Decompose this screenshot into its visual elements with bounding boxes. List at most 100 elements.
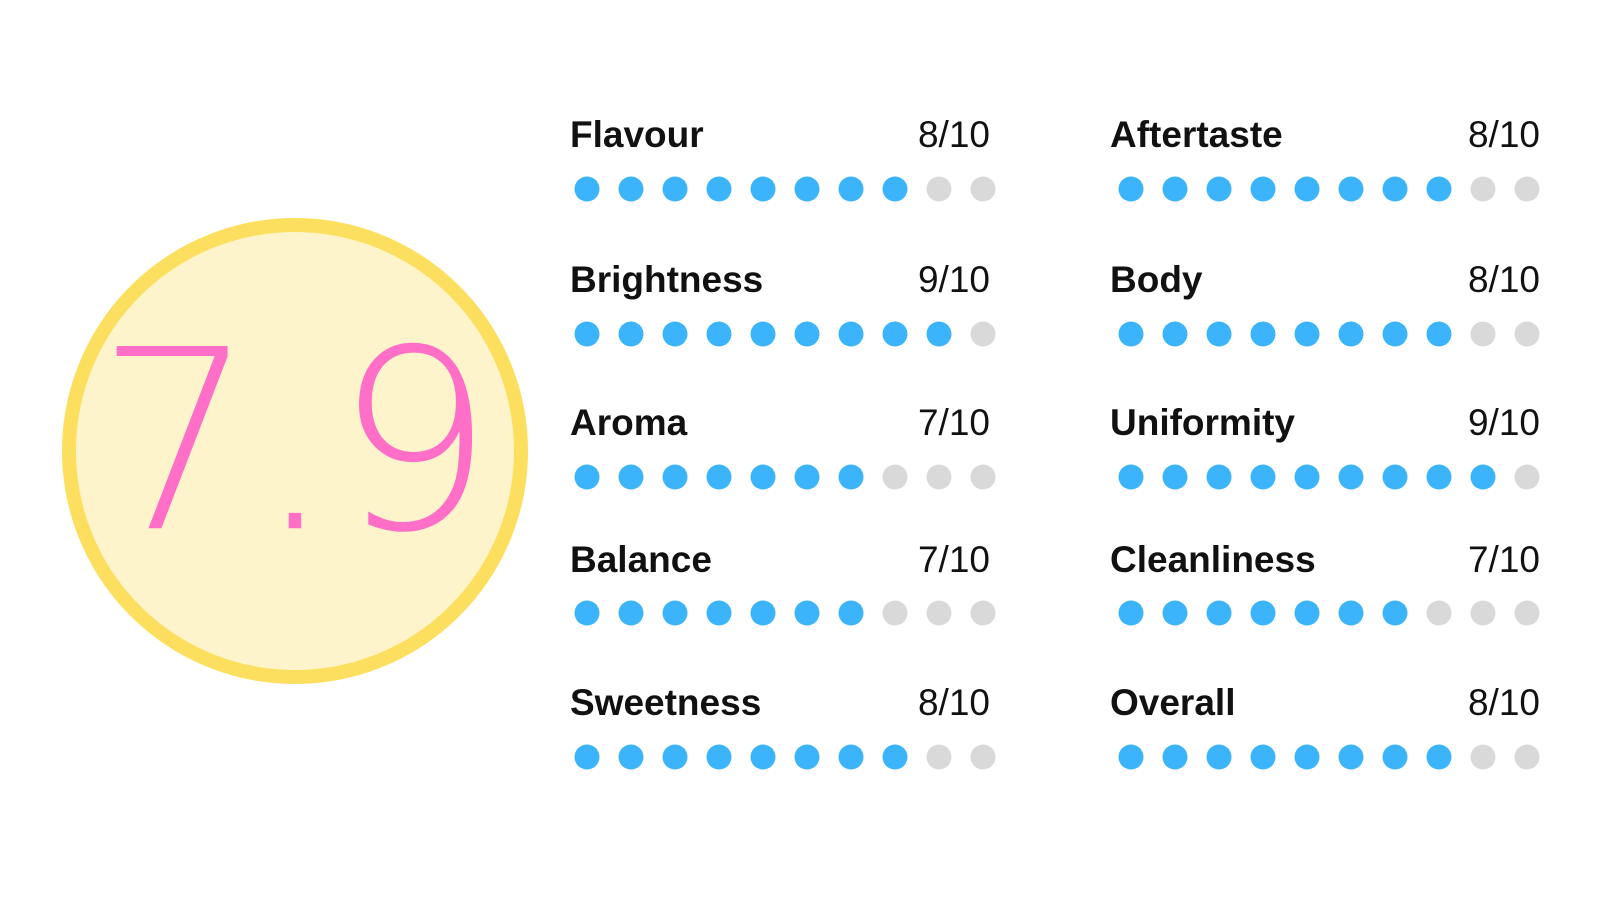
dot-filled bbox=[1118, 744, 1144, 770]
dot-empty bbox=[1470, 600, 1496, 626]
dot-filled bbox=[574, 464, 600, 490]
dot-empty bbox=[926, 176, 952, 202]
score-badge bbox=[62, 218, 528, 684]
dot-filled bbox=[1338, 321, 1364, 347]
criterion-label: Body bbox=[1110, 259, 1203, 300]
dot-filled bbox=[838, 600, 864, 626]
dot-filled bbox=[750, 321, 776, 347]
dot-filled bbox=[1294, 744, 1320, 770]
dot-empty bbox=[1514, 464, 1540, 490]
dot-filled bbox=[618, 744, 644, 770]
criterion-rating: 9/10 bbox=[1468, 402, 1540, 443]
dot-filled bbox=[706, 176, 732, 202]
dot-filled bbox=[794, 600, 820, 626]
criterion-rating: 8/10 bbox=[1468, 259, 1540, 300]
dot-filled bbox=[1382, 464, 1408, 490]
dot-filled bbox=[1426, 464, 1452, 490]
dot-filled bbox=[926, 321, 952, 347]
dot-filled bbox=[1162, 600, 1188, 626]
dot-filled bbox=[1250, 176, 1276, 202]
dot-empty bbox=[1470, 176, 1496, 202]
dot-filled bbox=[1206, 176, 1232, 202]
dot-empty bbox=[970, 321, 996, 347]
dot-filled bbox=[750, 744, 776, 770]
dot-filled bbox=[662, 464, 688, 490]
dot-filled bbox=[1426, 321, 1452, 347]
dot-empty bbox=[970, 464, 996, 490]
dot-filled bbox=[1426, 744, 1452, 770]
dot-filled bbox=[838, 321, 864, 347]
criterion-label: Flavour bbox=[570, 114, 704, 155]
dot-filled bbox=[1294, 464, 1320, 490]
criterion-rating: 7/10 bbox=[918, 402, 990, 443]
dot-filled bbox=[574, 600, 600, 626]
dot-empty bbox=[926, 600, 952, 626]
dot-filled bbox=[618, 464, 644, 490]
dot-filled bbox=[1250, 600, 1276, 626]
criterion-label: Aroma bbox=[570, 402, 688, 443]
dot-filled bbox=[574, 321, 600, 347]
dot-filled bbox=[1250, 321, 1276, 347]
dot-empty bbox=[1470, 744, 1496, 770]
dot-filled bbox=[1118, 321, 1144, 347]
dot-filled bbox=[838, 176, 864, 202]
dot-filled bbox=[706, 464, 732, 490]
overall-score: 7.9 bbox=[96, 296, 494, 587]
criterion-rating: 8/10 bbox=[1468, 114, 1540, 155]
dot-empty bbox=[1514, 176, 1540, 202]
dot-empty bbox=[970, 600, 996, 626]
dot-empty bbox=[926, 464, 952, 490]
dot-empty bbox=[1514, 321, 1540, 347]
dot-filled bbox=[882, 321, 908, 347]
dot-filled bbox=[662, 321, 688, 347]
dot-filled bbox=[1162, 464, 1188, 490]
criterion-rating: 7/10 bbox=[918, 539, 990, 580]
dot-empty bbox=[1426, 600, 1452, 626]
dot-filled bbox=[1470, 464, 1496, 490]
dot-filled bbox=[750, 464, 776, 490]
dot-filled bbox=[1382, 744, 1408, 770]
criterion-label: Uniformity bbox=[1110, 402, 1295, 443]
dot-filled bbox=[1382, 321, 1408, 347]
dot-filled bbox=[1338, 744, 1364, 770]
dot-filled bbox=[1162, 321, 1188, 347]
dot-filled bbox=[706, 744, 732, 770]
criterion-label: Sweetness bbox=[570, 682, 761, 723]
dot-filled bbox=[618, 176, 644, 202]
dot-empty bbox=[882, 464, 908, 490]
dot-filled bbox=[1294, 321, 1320, 347]
criterion-label: Aftertaste bbox=[1110, 114, 1283, 155]
dot-filled bbox=[794, 176, 820, 202]
dot-empty bbox=[970, 176, 996, 202]
criterion-label: Cleanliness bbox=[1110, 539, 1316, 580]
dot-filled bbox=[1426, 176, 1452, 202]
dot-filled bbox=[1118, 600, 1144, 626]
dot-filled bbox=[1250, 744, 1276, 770]
dot-filled bbox=[662, 600, 688, 626]
dot-filled bbox=[882, 176, 908, 202]
dot-filled bbox=[750, 176, 776, 202]
dot-filled bbox=[1162, 176, 1188, 202]
criterion-rating: 7/10 bbox=[1468, 539, 1540, 580]
dot-empty bbox=[1470, 321, 1496, 347]
dot-filled bbox=[1338, 600, 1364, 626]
dot-filled bbox=[618, 600, 644, 626]
criterion-rating: 9/10 bbox=[918, 259, 990, 300]
dot-filled bbox=[1294, 176, 1320, 202]
dot-filled bbox=[794, 744, 820, 770]
dot-filled bbox=[618, 321, 644, 347]
dot-empty bbox=[1514, 744, 1540, 770]
criterion-rating: 8/10 bbox=[918, 114, 990, 155]
dot-empty bbox=[882, 600, 908, 626]
dot-filled bbox=[706, 321, 732, 347]
criterion-rating: 8/10 bbox=[1468, 682, 1540, 723]
dot-filled bbox=[662, 744, 688, 770]
dot-filled bbox=[1250, 464, 1276, 490]
criterion-rating: 8/10 bbox=[918, 682, 990, 723]
dot-filled bbox=[1206, 464, 1232, 490]
dot-empty bbox=[1514, 600, 1540, 626]
dot-empty bbox=[970, 744, 996, 770]
dot-filled bbox=[1206, 744, 1232, 770]
dot-filled bbox=[1382, 176, 1408, 202]
dot-filled bbox=[838, 464, 864, 490]
